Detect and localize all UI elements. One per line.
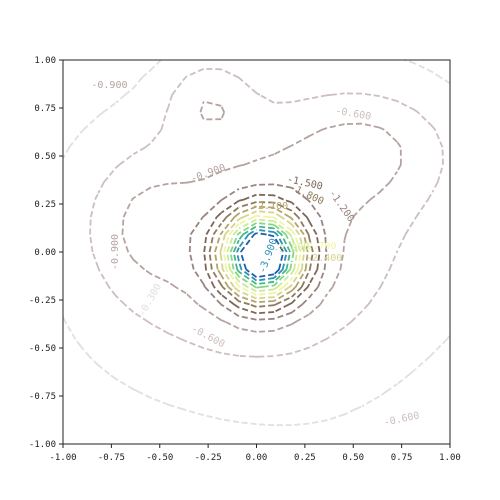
x-tick-label: 0.25 (294, 453, 316, 463)
contour-label: -0.900 (110, 234, 121, 270)
contour-lines (63, 60, 450, 427)
contour-label: -3.000 (273, 242, 310, 256)
y-axis: -1.00 -0.75 -0.50 -0.25 0.00 0.25 0.50 0.75 1.00 (29, 56, 63, 450)
y-tick-label: -0.25 (29, 296, 56, 306)
y-tick-label: 0.75 (34, 104, 56, 114)
contour-line (188, 183, 328, 321)
contour-line (208, 201, 314, 308)
contour-line (236, 228, 288, 282)
y-tick-label: 0.00 (34, 248, 56, 258)
contour-label: -2.400 (306, 253, 342, 264)
contour-line (203, 193, 321, 315)
x-tick-label: 0.75 (391, 453, 413, 463)
contour-line (229, 222, 295, 289)
x-tick-label: -0.25 (195, 453, 222, 463)
contour-line (214, 205, 309, 304)
y-tick-label: -1.00 (29, 440, 56, 450)
x-tick-label: 0.50 (342, 453, 364, 463)
y-tick-label: -0.50 (29, 344, 56, 354)
contour-line (226, 218, 298, 293)
y-tick-label: 1.00 (34, 56, 56, 66)
y-tick-label: 0.25 (34, 200, 56, 210)
contour-line (223, 214, 302, 296)
x-tick-label: 1.00 (439, 453, 461, 463)
y-tick-label: 0.50 (34, 152, 56, 162)
contour-label: -2.700 (300, 241, 336, 252)
x-axis: -1.00 -0.75 -0.50 -0.25 0.00 0.25 0.50 0.75 1.00 (49, 444, 461, 463)
y-tick-label: -0.75 (29, 392, 56, 402)
x-tick-label: 0.00 (246, 453, 268, 463)
contour-label: -2.100 (252, 201, 288, 212)
contour-line (239, 232, 285, 279)
x-tick-label: -0.75 (98, 453, 125, 463)
contour-line (121, 100, 402, 333)
contour-label: -0.900 (91, 80, 127, 91)
contour-line (89, 67, 444, 358)
contour-line (232, 225, 291, 285)
contour-line (219, 210, 305, 300)
x-tick-label: -1.00 (49, 453, 76, 463)
x-tick-label: -0.50 (146, 453, 173, 463)
contour-line (63, 60, 450, 427)
